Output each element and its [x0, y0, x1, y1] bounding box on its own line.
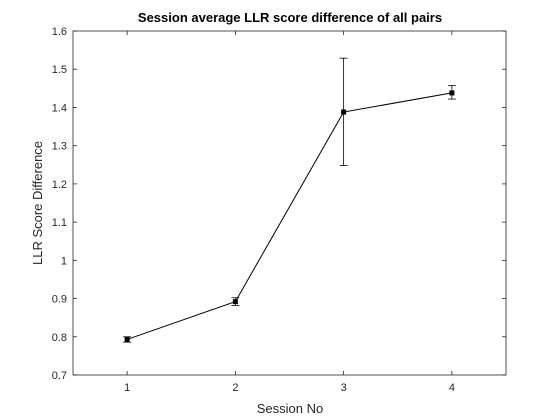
- x-tick-label: 1: [124, 382, 130, 394]
- x-axis-ticks: 1 2 3 4: [124, 31, 455, 394]
- y-axis-label: LLR Score Difference: [30, 141, 45, 265]
- x-axis-label: Session No: [257, 401, 323, 416]
- chart-title: Session average LLR score difference of …: [138, 10, 442, 25]
- data-point: [449, 90, 455, 96]
- y-axis-ticks: 0.7 0.8 0.9 1 1.1 1.2 1.3 1.4 1.5 1.6: [52, 26, 506, 382]
- y-tick-label: 0.9: [52, 294, 67, 306]
- y-tick-label: 0.8: [52, 332, 67, 344]
- y-tick-label: 1.1: [52, 217, 67, 229]
- series-line: [126, 92, 452, 340]
- data-point: [124, 336, 130, 342]
- data-point: [232, 299, 238, 305]
- y-tick-label: 1: [61, 255, 67, 267]
- x-tick-label: 3: [341, 382, 347, 394]
- plot-area: [72, 30, 507, 376]
- series-layer: [123, 57, 456, 343]
- data-point: [341, 109, 347, 115]
- y-tick-label: 1.4: [52, 102, 67, 114]
- x-tick-label: 4: [449, 382, 455, 394]
- y-tick-label: 1.3: [52, 141, 67, 153]
- y-tick-label: 0.7: [52, 370, 67, 382]
- y-tick-label: 1.2: [52, 179, 67, 191]
- x-tick-label: 2: [232, 382, 238, 394]
- y-tick-label: 1.5: [52, 64, 67, 76]
- y-tick-label: 1.6: [52, 26, 67, 38]
